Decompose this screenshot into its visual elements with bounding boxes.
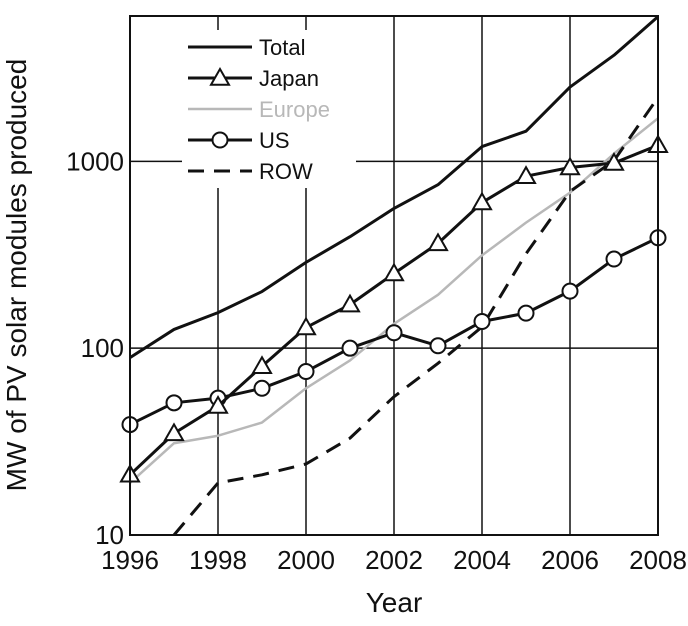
legend-label-japan: Japan <box>259 66 319 91</box>
legend-label-us: US <box>259 128 290 153</box>
legend-label-europe: Europe <box>259 97 330 122</box>
series-line-europe <box>129 117 659 484</box>
data-point-japan <box>471 191 493 211</box>
data-point-japan <box>207 395 229 414</box>
x-tick-label: 2004 <box>453 545 511 575</box>
legend-item-row: ROW <box>188 159 313 184</box>
data-point-us <box>473 312 491 330</box>
data-point-japan <box>339 293 361 313</box>
legend-item-japan: Japan <box>188 66 319 91</box>
data-point-us <box>385 324 403 342</box>
data-point-japan <box>559 156 581 176</box>
x-tick-label: 1998 <box>189 545 247 575</box>
data-point-us <box>165 394 183 412</box>
legend-item-us: US <box>188 128 290 153</box>
data-point-us <box>341 339 359 357</box>
data-point-japan <box>163 422 185 442</box>
data-point-us <box>297 363 315 381</box>
y-tick-label: 10 <box>95 520 124 550</box>
data-point-us <box>605 250 623 268</box>
series-line-row <box>172 96 660 536</box>
x-tick-label: 2000 <box>277 545 335 575</box>
tick-labels: 1996 1998 2000 2002 2004 2006 2008 10 100 1000 <box>66 146 687 575</box>
data-point-japan <box>383 262 405 282</box>
data-point-japan <box>515 165 537 184</box>
series-layer <box>119 15 669 536</box>
series-europe <box>129 117 659 484</box>
y-tick-label: 100 <box>81 333 124 363</box>
data-point-japan <box>295 316 317 336</box>
x-tick-label: 1996 <box>101 545 159 575</box>
data-point-japan <box>427 232 449 252</box>
series-japan <box>119 134 669 483</box>
x-tick-label: 2008 <box>629 545 687 575</box>
data-point-us <box>517 304 535 322</box>
legend-item-europe: Europe <box>188 97 330 122</box>
series-total <box>129 15 659 359</box>
series-row <box>172 96 660 536</box>
data-point-us <box>253 379 271 397</box>
plot-frame <box>129 15 659 536</box>
x-tick-label: 2006 <box>541 545 599 575</box>
legend: Total Japan Europe US ROW <box>182 30 356 188</box>
legend-label-row: ROW <box>259 159 313 184</box>
legend-marker-japan <box>209 66 231 86</box>
y-tick-label: 1000 <box>66 146 124 176</box>
data-point-japan <box>603 151 625 171</box>
y-axis-title: MW of PV solar modules produced <box>1 59 32 492</box>
legend-label-total: Total <box>259 35 305 60</box>
data-point-us <box>429 337 447 355</box>
data-point-japan <box>251 355 273 375</box>
data-point-us <box>561 282 579 300</box>
x-tick-label: 2002 <box>365 545 423 575</box>
x-axis-title: Year <box>366 587 423 618</box>
series-line-total <box>129 15 659 359</box>
legend-item-total: Total <box>188 35 305 60</box>
legend-marker-us <box>211 131 229 149</box>
